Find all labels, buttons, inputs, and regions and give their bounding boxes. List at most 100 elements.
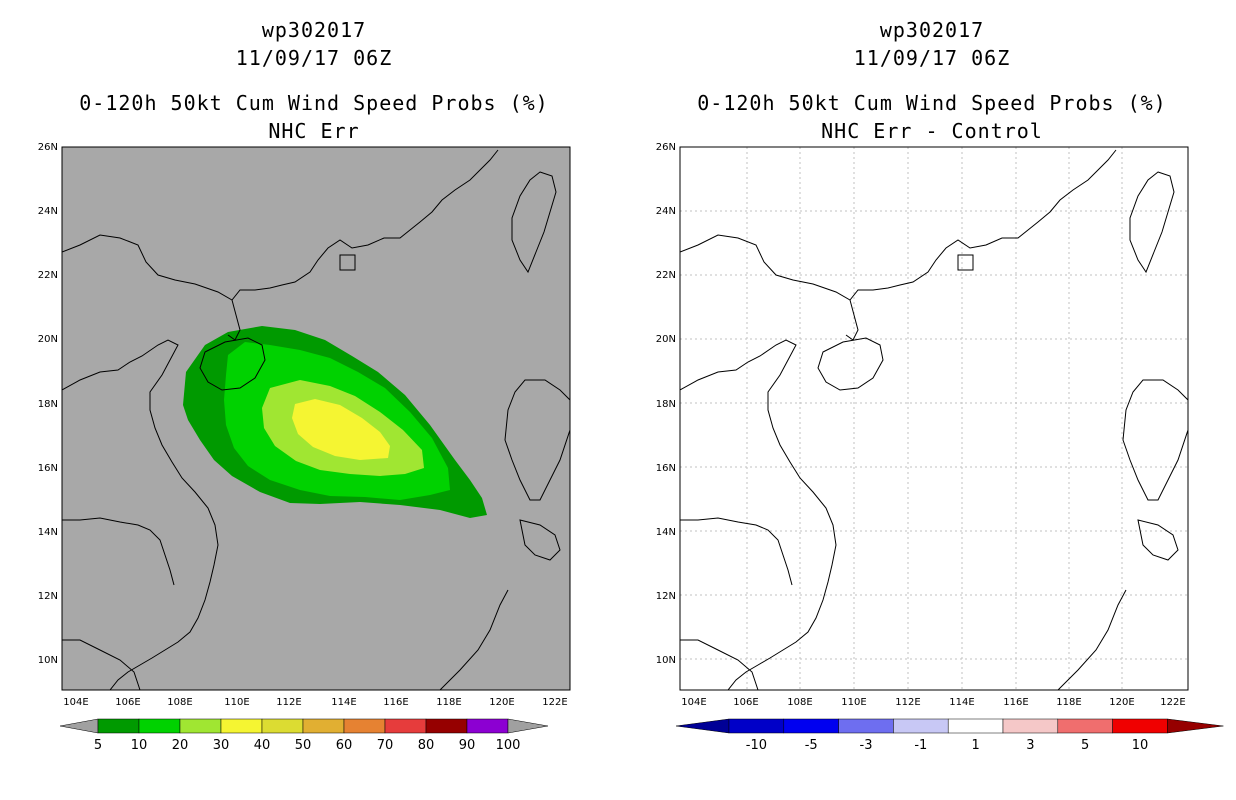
lon-label: 122E	[1160, 697, 1185, 708]
lat-label: 20N	[38, 334, 58, 345]
colorbar-label: -3	[860, 738, 873, 753]
colorbar-label: 5	[1081, 738, 1089, 753]
colorbar-arrow-left	[59, 718, 99, 734]
lat-label: 16N	[38, 463, 58, 474]
lon-label: 118E	[1056, 697, 1081, 708]
colorbar-label: 30	[213, 738, 230, 753]
colorbar-box	[179, 718, 222, 734]
right-lon-axis: 104E 106E 108E 110E 112E 114E 116E 118E …	[681, 697, 1185, 708]
lon-label: 118E	[436, 697, 461, 708]
left-title-subtitle: NHC Err	[268, 119, 360, 143]
colorbar-box	[425, 718, 468, 734]
colorbar-box	[947, 718, 1004, 734]
colorbar-box	[302, 718, 345, 734]
right-coastlines	[680, 149, 1188, 690]
lat-label: 24N	[656, 206, 676, 217]
lon-label: 106E	[115, 697, 140, 708]
lon-label: 104E	[63, 697, 88, 708]
colorbar-label: 40	[254, 738, 271, 753]
right-title-product: 0-120h 50kt Cum Wind Speed Probs (%)	[697, 91, 1167, 115]
colorbar-box	[1002, 718, 1059, 734]
hainan-island	[817, 337, 884, 391]
hainan-island	[199, 337, 266, 391]
lon-label: 110E	[841, 697, 866, 708]
colorbar-label: 100	[496, 738, 521, 753]
lat-label: 10N	[656, 655, 676, 666]
colorbar-box	[138, 718, 181, 734]
colorbar-label: 70	[377, 738, 394, 753]
colorbar-label: -5	[805, 738, 818, 753]
lat-label: 24N	[38, 206, 58, 217]
lat-label: 18N	[38, 399, 58, 410]
colorbar-label: 5	[94, 738, 102, 753]
lat-label: 22N	[656, 270, 676, 281]
lon-label: 122E	[542, 697, 567, 708]
colorbar-box	[97, 718, 140, 734]
right-lat-axis: 26N 24N 22N 20N 18N 16N 14N 12N 10N	[656, 142, 676, 666]
right-title-subtitle: NHC Err - Control	[821, 119, 1043, 143]
taiwan-island	[511, 171, 557, 274]
left-lat-axis: 26N 24N 22N 20N 18N 16N 14N 12N 10N	[38, 142, 58, 666]
colorbar-label: 10	[1132, 738, 1149, 753]
colorbar-label: 80	[418, 738, 435, 753]
colorbar-label: 60	[336, 738, 353, 753]
left-colorbar: 5 10 20 30 40 50 60 70 80 90 100	[59, 718, 549, 753]
right-colorbar: -10 -5 -3 -1 1 3 5 10	[675, 718, 1224, 753]
lat-label: 16N	[656, 463, 676, 474]
colorbar-label: 90	[459, 738, 476, 753]
left-lon-axis: 104E 106E 108E 110E 112E 114E 116E 118E …	[63, 697, 567, 708]
lon-label: 110E	[224, 697, 249, 708]
lon-label: 108E	[167, 697, 192, 708]
left-title-date: 11/09/17 06Z	[235, 46, 393, 70]
colorbar-box	[1112, 718, 1168, 734]
colorbar-box	[261, 718, 304, 734]
prob-band-30	[292, 399, 390, 460]
colorbar-label: 3	[1026, 738, 1034, 753]
lon-label: 116E	[383, 697, 408, 708]
left-title-product: 0-120h 50kt Cum Wind Speed Probs (%)	[79, 91, 549, 115]
colorbar-arrow-right	[1167, 718, 1224, 734]
lon-label: 112E	[895, 697, 920, 708]
lon-label: 106E	[733, 697, 758, 708]
colorbar-box	[838, 718, 894, 734]
right-map-background	[680, 147, 1188, 690]
lon-label: 116E	[1003, 697, 1028, 708]
colorbar-box	[728, 718, 785, 734]
taiwan-island	[1129, 171, 1175, 274]
lat-label: 14N	[38, 527, 58, 538]
lat-label: 14N	[656, 527, 676, 538]
colorbar-box	[1057, 718, 1113, 734]
colorbar-box	[783, 718, 839, 734]
luzon-island	[504, 379, 570, 501]
lon-label: 108E	[787, 697, 812, 708]
lat-label: 12N	[656, 591, 676, 602]
lat-label: 26N	[38, 142, 58, 153]
lat-label: 10N	[38, 655, 58, 666]
colorbar-label: 10	[131, 738, 148, 753]
colorbar-box	[893, 718, 949, 734]
lon-label: 104E	[681, 697, 706, 708]
lat-label: 20N	[656, 334, 676, 345]
left-map: 26N 24N 22N 20N 18N 16N 14N 12N 10N 104E…	[38, 142, 571, 708]
lat-label: 18N	[656, 399, 676, 410]
colorbar-arrow-left	[675, 718, 730, 734]
left-coastlines	[62, 149, 570, 690]
lon-label: 114E	[949, 697, 974, 708]
lat-label: 22N	[38, 270, 58, 281]
colorbar-box	[220, 718, 263, 734]
colorbar-label: -1	[914, 738, 927, 753]
colorbar-box	[343, 718, 386, 734]
lat-label: 12N	[38, 591, 58, 602]
colorbar-label: -10	[746, 738, 767, 753]
right-title-date: 11/09/17 06Z	[853, 46, 1011, 70]
lat-label: 26N	[656, 142, 676, 153]
lon-label: 120E	[1109, 697, 1134, 708]
colorbar-label: 20	[172, 738, 189, 753]
colorbar-arrow-right	[507, 718, 549, 734]
lon-label: 114E	[331, 697, 356, 708]
luzon-island	[1122, 379, 1188, 501]
lon-label: 120E	[489, 697, 514, 708]
colorbar-box	[384, 718, 427, 734]
left-title-storm: wp302017	[261, 18, 367, 42]
colorbar-box	[466, 718, 509, 734]
